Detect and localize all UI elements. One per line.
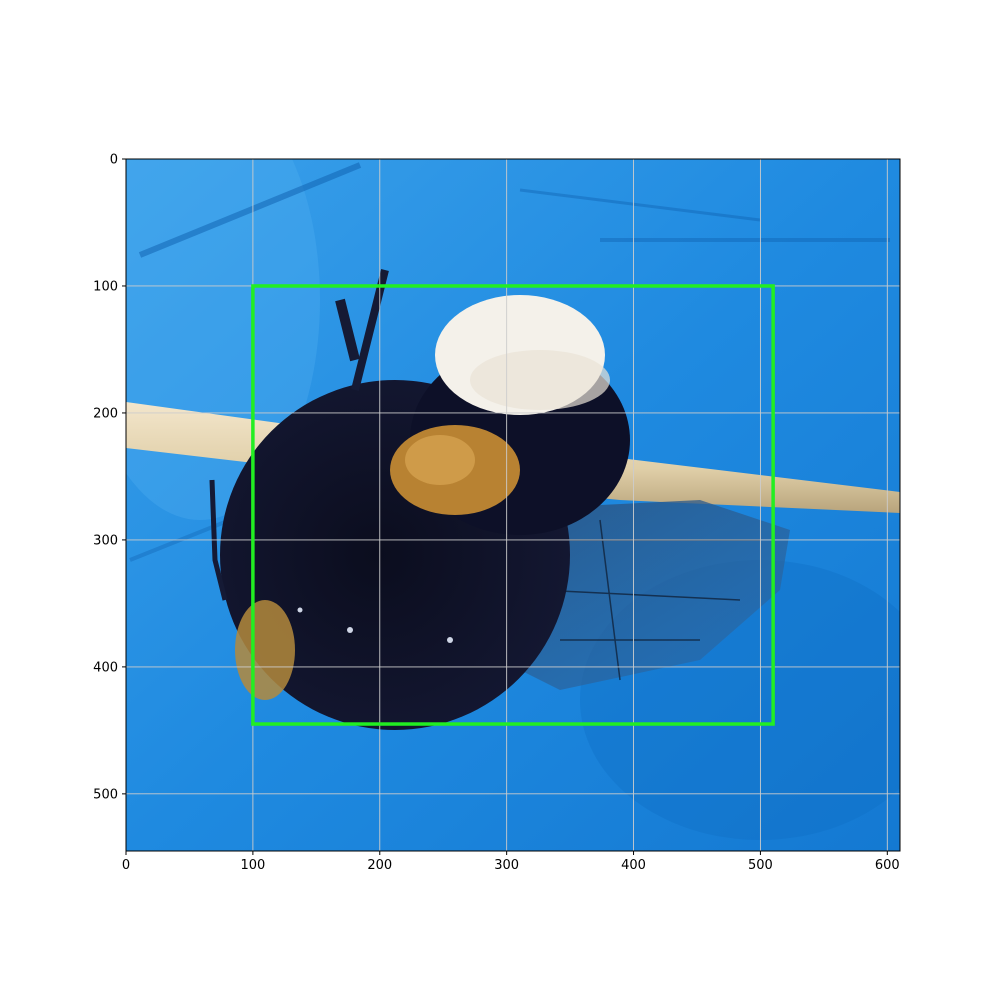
y-tick-label: 100 — [93, 279, 118, 294]
x-tick-label: 400 — [621, 858, 646, 873]
bounding-box-layer — [251, 284, 775, 726]
detection-bounding-box — [251, 284, 775, 726]
y-tick-label: 300 — [93, 533, 118, 548]
y-tick-label: 500 — [93, 787, 118, 802]
plot-frame — [125, 158, 901, 852]
y-axis: 0 100 200 300 400 500 — [93, 153, 126, 802]
y-tick-label: 200 — [93, 406, 118, 421]
bumblebee-photo — [126, 159, 900, 851]
x-tick-label: 500 — [748, 858, 773, 873]
x-tick-label: 0 — [122, 858, 130, 873]
x-axis: 0 100 200 300 400 500 600 — [122, 851, 900, 873]
x-tick-label: 200 — [367, 858, 392, 873]
y-tick-label: 0 — [110, 153, 118, 168]
y-tick-label: 400 — [93, 660, 118, 675]
x-tick-label: 300 — [494, 858, 519, 873]
x-tick-label: 100 — [240, 858, 265, 873]
x-tick-label: 600 — [875, 858, 900, 873]
